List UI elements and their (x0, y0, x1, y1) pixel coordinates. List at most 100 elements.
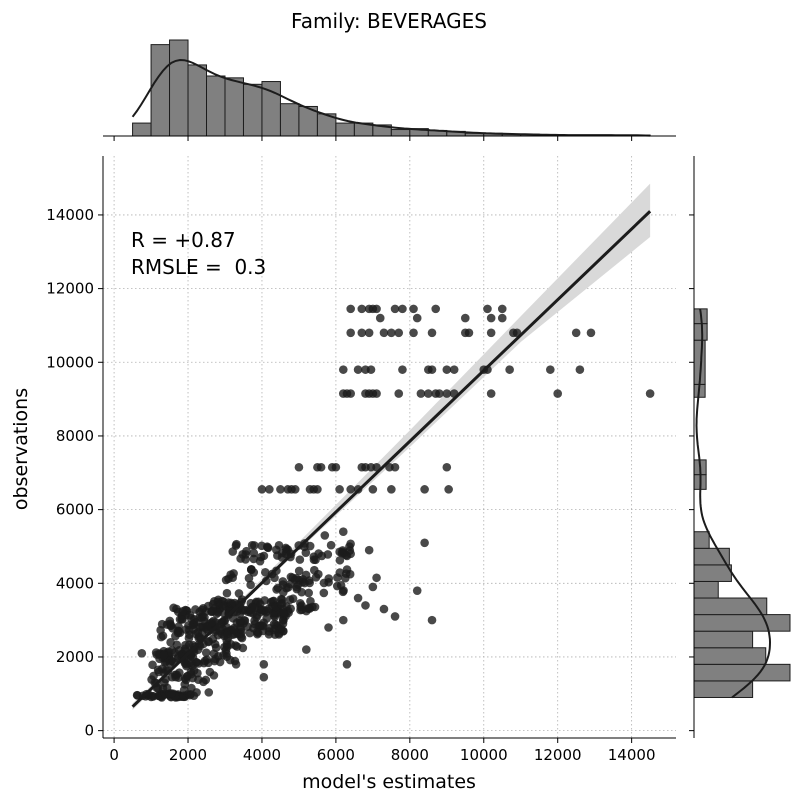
y-tick-label: 4000 (56, 574, 94, 592)
top-hist-bar (335, 122, 355, 137)
top-hist-bar (390, 129, 411, 137)
scatter-point (269, 625, 279, 635)
scatter-point (302, 645, 311, 654)
top-hist-bar (206, 75, 226, 137)
scatter-point (338, 615, 348, 625)
scatter-point (222, 640, 232, 650)
scatter-point (191, 629, 201, 639)
y-tick-label: 10000 (46, 353, 94, 371)
scatter-point (286, 604, 295, 613)
scatter-point (160, 658, 170, 667)
scatter-point (420, 485, 429, 494)
scatter-point (294, 566, 304, 576)
scatter-point (324, 623, 333, 632)
scatter-point (444, 485, 453, 494)
scatter-point (442, 389, 452, 398)
scatter-point (483, 304, 492, 314)
scatter-point (571, 328, 581, 338)
scatter-point (390, 304, 400, 314)
scatter-point (235, 616, 245, 625)
scatter-point (416, 389, 426, 398)
scatter-point (222, 588, 232, 598)
scatter-point (254, 597, 263, 607)
scatter-point (228, 547, 238, 556)
scatter-point (166, 621, 176, 630)
scatter-point (294, 462, 304, 472)
scatter-point (253, 628, 263, 638)
scatter-point (316, 462, 326, 472)
scatter-point (158, 684, 168, 693)
scatter-point (575, 365, 585, 374)
top-hist-bar (169, 39, 189, 137)
scatter-point (211, 643, 221, 652)
scatter-point (172, 604, 181, 614)
scatter-point (427, 365, 437, 374)
scatter-point (394, 389, 404, 398)
right-hist-bar (693, 580, 719, 599)
scatter-point (236, 554, 245, 563)
scatter-point (311, 572, 321, 582)
top-hist-bar (150, 44, 171, 137)
top-kde-curve (131, 58, 651, 137)
scatter-point (247, 540, 257, 550)
x-axis-label: model's estimates (302, 771, 476, 793)
scatter-point (368, 485, 378, 494)
scatter-point (245, 628, 255, 638)
y-tick-label: 6000 (56, 501, 94, 519)
scatter-point (546, 365, 555, 374)
scatter-point (222, 652, 232, 661)
scatter-point (313, 485, 322, 494)
scatter-point (296, 598, 305, 608)
scatter-point (486, 313, 496, 323)
scatter-point (305, 604, 314, 613)
scatter-point (193, 668, 202, 678)
scatter-point (202, 622, 212, 632)
scatter-point (209, 671, 219, 680)
scatter-point (435, 389, 444, 398)
scatter-point (372, 573, 381, 583)
scatter-point (177, 615, 187, 624)
scatter-point (269, 619, 279, 629)
scatter-point (199, 677, 208, 687)
scatter-point (247, 565, 256, 575)
scatter-point (424, 389, 433, 398)
scatter-point (250, 603, 259, 613)
scatter-point (185, 690, 195, 700)
x-tick-label: 12000 (534, 746, 582, 764)
scatter-point (204, 688, 214, 697)
scatter-point (259, 618, 268, 627)
scatter-point (335, 547, 344, 557)
top-hist-bar (187, 64, 208, 137)
scatter-point (199, 658, 209, 668)
x-tick-label: 6000 (317, 746, 355, 764)
right-hist-bar (693, 663, 791, 682)
scatter-point (231, 660, 241, 669)
scatter-point (246, 580, 255, 590)
scatter-point (223, 629, 233, 638)
scatter-point (290, 485, 300, 494)
scatter-point (387, 485, 396, 494)
scatter-point (335, 485, 344, 494)
top-hist-bar (242, 83, 263, 137)
scatter-point (460, 313, 470, 323)
scatter-point (364, 328, 374, 338)
scatter-point (174, 622, 183, 631)
scatter-point (346, 328, 355, 338)
scatter-point (336, 581, 346, 590)
scatter-point (221, 575, 231, 585)
scatter-point (338, 527, 348, 537)
scatter-point (497, 313, 507, 323)
scatter-point (449, 365, 459, 374)
scatter-point (276, 599, 286, 609)
scatter-point (297, 605, 307, 615)
scatter-point (244, 573, 254, 583)
scatter-point (331, 462, 341, 472)
scatter-point (295, 555, 305, 564)
regression-line (131, 210, 652, 708)
scatter-point (375, 313, 385, 323)
scatter-point (345, 542, 354, 551)
scatter-point (288, 594, 298, 603)
right-hist-bar (693, 531, 710, 549)
scatter-point (304, 588, 313, 598)
